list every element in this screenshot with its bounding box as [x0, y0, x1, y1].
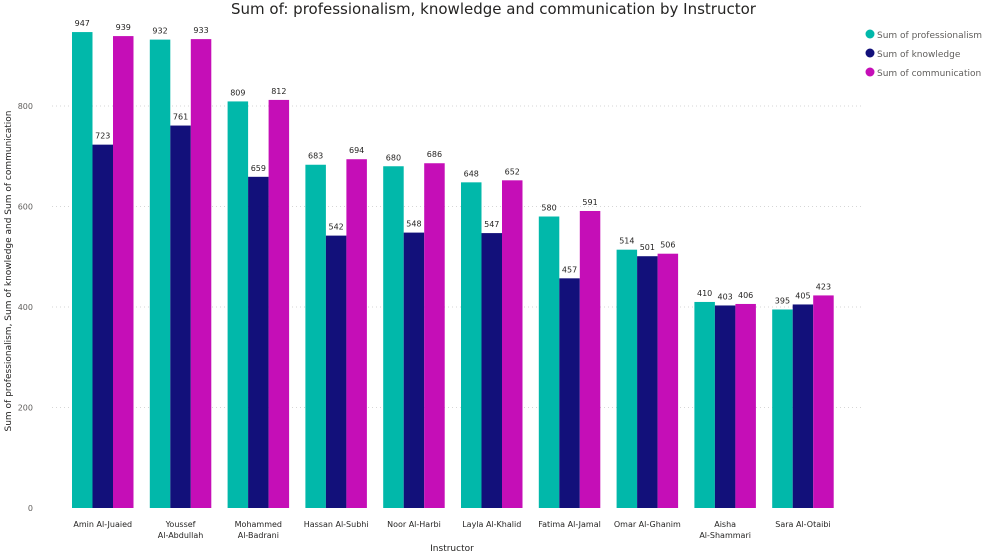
y-tick-label: 0 [28, 504, 33, 513]
x-category-label: Noor Al-Harbi [387, 520, 441, 529]
x-axis-categories: Amin Al-Juaied Youssef Al-Abdullah Mohammed… [73, 520, 830, 540]
bar[interactable] [538, 216, 560, 508]
bar[interactable] [714, 305, 736, 508]
x-category-label: Omar Al-Ghanim [614, 520, 681, 529]
bar[interactable] [190, 39, 212, 508]
data-label: 933 [193, 26, 208, 35]
data-label: 514 [619, 237, 634, 246]
legend-marker [865, 29, 875, 39]
data-label: 652 [505, 167, 520, 176]
data-label: 947 [75, 19, 90, 28]
bar[interactable] [325, 235, 347, 508]
bar[interactable] [170, 125, 191, 509]
x-category-label: Mohammed Al-Badrani [235, 520, 282, 540]
bar[interactable] [481, 233, 503, 508]
bar[interactable] [579, 210, 601, 508]
data-label: 405 [795, 291, 810, 300]
data-label: 547 [484, 220, 499, 229]
chart-title: Sum of: professionalism, knowledge and c… [231, 0, 756, 18]
x-category-label: Hassan Al-Subhi [304, 520, 369, 529]
data-label: 591 [582, 198, 597, 207]
bar[interactable] [149, 39, 171, 508]
x-category-label: Sara Al-Otaibi [775, 520, 830, 529]
data-label: 659 [251, 164, 266, 173]
x-axis-title: Instructor [430, 544, 474, 553]
bar[interactable] [305, 164, 326, 508]
y-axis-ticks: 0 200 400 600 800 [18, 102, 33, 513]
bar[interactable] [637, 256, 658, 508]
y-tick-label: 800 [18, 102, 33, 111]
data-label: 501 [640, 243, 655, 252]
bar[interactable] [227, 101, 249, 508]
data-label: 403 [718, 292, 733, 301]
y-axis-title: Sum of professionalism, Sum of knowledge… [4, 111, 14, 432]
x-category-label: Layla Al-Khalid [462, 520, 521, 529]
data-label: 542 [329, 223, 344, 232]
data-label: 648 [464, 169, 479, 178]
data-label: 395 [775, 296, 790, 305]
x-category-label: Youssef Al-Abdullah [158, 520, 204, 540]
data-label: 506 [660, 241, 675, 250]
data-label: 457 [562, 265, 577, 274]
bar[interactable] [772, 309, 793, 508]
data-label: 809 [230, 88, 245, 97]
data-label: 423 [816, 282, 831, 291]
bar[interactable] [248, 176, 269, 509]
legend-item-label[interactable]: Sum of professionalism [877, 31, 982, 41]
data-label: 410 [697, 289, 712, 298]
data-labels: 947 723 939 932 761 933 809 659 812 683 542 694 680 5… [75, 19, 831, 305]
bar[interactable] [268, 99, 290, 509]
x-category-label: Fatima Al-Jamal [538, 520, 601, 529]
data-label: 683 [308, 152, 323, 161]
bar[interactable] [403, 232, 425, 508]
bar[interactable] [461, 182, 482, 509]
bar[interactable] [792, 304, 814, 508]
bar[interactable] [113, 36, 134, 508]
bar[interactable] [559, 278, 580, 508]
legend-marker [865, 67, 875, 77]
legend[interactable]: Sum of professionalism Sum of knowledge Su… [865, 29, 983, 80]
data-label: 548 [406, 220, 421, 229]
legend-marker [865, 48, 875, 58]
data-label: 761 [173, 113, 188, 122]
legend-item-label[interactable]: Sum of communication [877, 69, 981, 79]
bar[interactable] [657, 253, 679, 508]
bar[interactable] [346, 159, 367, 508]
legend-item-label[interactable]: Sum of knowledge [877, 50, 961, 60]
bar[interactable] [694, 301, 715, 508]
bars [72, 32, 834, 509]
bar[interactable] [383, 166, 404, 508]
data-label: 406 [738, 291, 753, 300]
y-tick-label: 600 [18, 202, 33, 211]
x-category-label: Aisha Al-Shammari [699, 520, 751, 540]
bar[interactable] [502, 180, 523, 509]
data-label: 939 [116, 23, 131, 32]
bar[interactable] [424, 163, 445, 508]
data-label: 723 [95, 132, 110, 141]
data-label: 686 [427, 150, 442, 159]
bar[interactable] [72, 32, 93, 508]
data-label: 932 [152, 27, 167, 36]
bar[interactable] [735, 303, 756, 508]
y-tick-label: 200 [18, 403, 33, 412]
bar[interactable] [92, 144, 114, 508]
y-tick-label: 400 [18, 303, 33, 312]
data-label: 580 [541, 204, 556, 213]
x-category-label: Amin Al-Juaied [73, 520, 132, 529]
data-label: 812 [271, 87, 286, 96]
gridlines [52, 105, 862, 408]
data-label: 694 [349, 146, 364, 155]
bar[interactable] [616, 249, 638, 508]
data-label: 680 [386, 153, 401, 162]
bar[interactable] [813, 295, 834, 508]
